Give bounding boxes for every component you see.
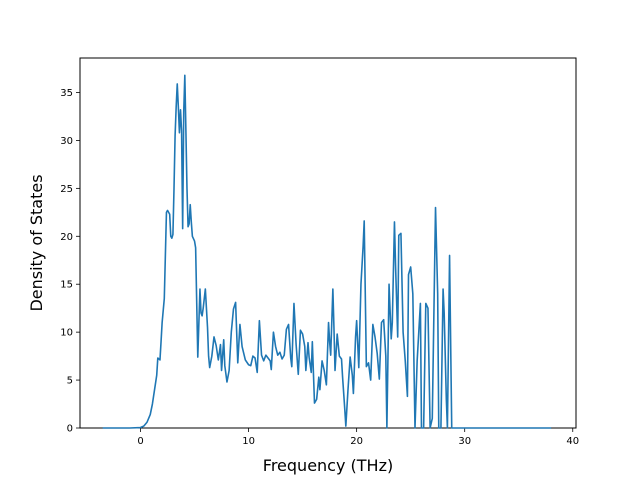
y-tick-label: 15	[60, 280, 73, 291]
y-tick-label: 35	[60, 88, 73, 99]
x-axis-label: Frequency (THz)	[263, 456, 393, 475]
y-tick-label: 30	[60, 136, 73, 147]
y-tick-label: 20	[60, 232, 73, 243]
x-tick-label: 0	[137, 436, 143, 447]
y-tick-label: 5	[67, 376, 73, 387]
x-tick-label: 30	[458, 436, 471, 447]
y-axis-label: Density of States	[27, 174, 46, 311]
x-tick-label: 40	[566, 436, 579, 447]
y-axis-ticks: 0 5 10 15 20 25 30 35	[60, 88, 80, 435]
x-tick-label: 10	[242, 436, 255, 447]
plot-area-frame	[79, 57, 577, 429]
y-tick-label: 25	[60, 184, 73, 195]
series-line	[102, 74, 552, 429]
y-tick-label: 10	[60, 328, 73, 339]
x-axis-ticks: 0 10 20 30 40	[137, 428, 579, 447]
x-tick-label: 20	[350, 436, 363, 447]
y-tick-label: 0	[67, 424, 73, 435]
